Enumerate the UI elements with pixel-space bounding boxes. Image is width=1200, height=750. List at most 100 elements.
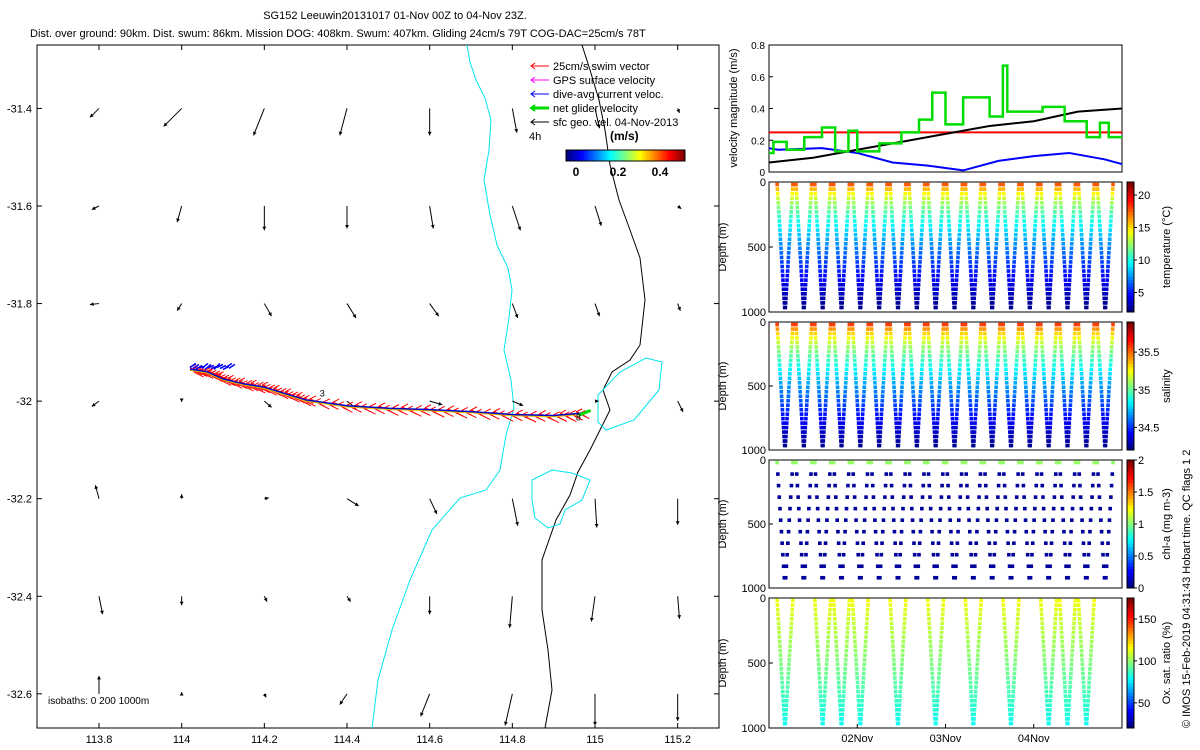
- swim-vector: [539, 409, 547, 414]
- section-point: [975, 251, 979, 255]
- section-point: [854, 385, 859, 390]
- section-point: [788, 495, 793, 499]
- section-point: [978, 331, 983, 336]
- section-point: [806, 385, 810, 390]
- section-point: [1029, 287, 1034, 292]
- section-point: [784, 698, 789, 703]
- section-point: [1068, 403, 1073, 407]
- section-point: [934, 721, 938, 726]
- section-point: [1012, 394, 1017, 399]
- section-point: [1099, 518, 1103, 522]
- section-point: [1071, 630, 1076, 635]
- section-point: [1077, 191, 1081, 196]
- section-point: [832, 612, 837, 617]
- section-point: [1017, 182, 1021, 187]
- section-point: [1001, 327, 1006, 331]
- section-point: [960, 182, 965, 187]
- section-point: [1023, 506, 1027, 511]
- section-point: [946, 495, 951, 499]
- section-point: [1110, 187, 1115, 191]
- section-point: [897, 430, 902, 434]
- section-point: [1023, 376, 1028, 381]
- section-point: [1066, 443, 1070, 448]
- section-point: [969, 552, 973, 557]
- section-point: [843, 667, 847, 671]
- section-point: [1072, 621, 1076, 626]
- section-point: [799, 269, 804, 273]
- section-point: [928, 506, 933, 511]
- section-point: [880, 394, 885, 399]
- section-point: [1031, 529, 1036, 534]
- swim-vector: [447, 405, 455, 410]
- cbar-swatch: [1127, 230, 1134, 235]
- colorbar-swatch: [653, 150, 656, 161]
- colorbar-tick-1: 0.2: [610, 165, 627, 179]
- section-point: [837, 689, 841, 694]
- section-point: [976, 644, 981, 648]
- geo-vector: [339, 108, 348, 136]
- swim-vector: [259, 387, 270, 394]
- section-point: [815, 223, 820, 228]
- section-point: [989, 292, 993, 296]
- section-point: [898, 407, 903, 412]
- section-point: [1057, 598, 1062, 603]
- section-point: [822, 292, 826, 296]
- section-point: [855, 685, 860, 689]
- section-point: [1070, 232, 1075, 237]
- section-point: [804, 407, 809, 412]
- section-point: [797, 518, 802, 522]
- section-point: [965, 630, 970, 635]
- section-point: [860, 552, 865, 557]
- section-point: [937, 389, 942, 394]
- section-point: [851, 331, 855, 336]
- section-point: [966, 363, 970, 367]
- section-point: [929, 648, 933, 653]
- section-point: [912, 403, 916, 407]
- section-point: [1089, 648, 1093, 653]
- section-point: [1013, 381, 1018, 385]
- colorbar-swatch: [651, 150, 654, 161]
- section-point: [956, 241, 961, 246]
- section-point: [826, 219, 831, 223]
- section-point: [776, 621, 781, 626]
- section-point: [884, 201, 888, 205]
- section-point: [846, 205, 850, 210]
- depth-ylabel: Depth (m): [717, 362, 729, 411]
- section-point: [975, 518, 980, 522]
- section-point: [956, 529, 960, 534]
- section-point: [975, 241, 980, 246]
- section-point: [1015, 205, 1020, 210]
- cbar-tick-label: 50: [1138, 698, 1150, 710]
- section-point: [1023, 518, 1028, 522]
- section-point: [819, 698, 823, 703]
- section-point: [932, 296, 937, 301]
- section-point: [983, 331, 987, 336]
- section-point: [1085, 439, 1089, 443]
- section-point: [1073, 460, 1078, 465]
- section-point: [851, 336, 856, 340]
- depth-tick-label: 0: [760, 177, 766, 189]
- section-point: [970, 703, 974, 708]
- section-point: [1063, 412, 1067, 416]
- colorbar-swatch: [597, 150, 601, 161]
- section-point: [1004, 657, 1009, 662]
- section-point: [843, 529, 847, 534]
- section-point: [872, 228, 876, 232]
- section-point: [804, 273, 808, 278]
- section-point: [1048, 698, 1053, 703]
- section-point: [972, 575, 976, 580]
- section-point: [1060, 635, 1064, 639]
- section-point: [967, 381, 971, 385]
- section-point: [913, 282, 917, 287]
- section-point: [1089, 363, 1094, 367]
- section-point: [1090, 630, 1095, 635]
- geo-vector-head: [676, 108, 680, 113]
- section-point: [994, 381, 999, 385]
- section-point: [1045, 434, 1050, 439]
- section-point: [816, 232, 820, 237]
- section-point: [832, 340, 837, 345]
- section-point: [926, 460, 930, 465]
- section-point: [937, 676, 941, 680]
- section-point: [912, 273, 917, 278]
- section-point: [1045, 287, 1049, 292]
